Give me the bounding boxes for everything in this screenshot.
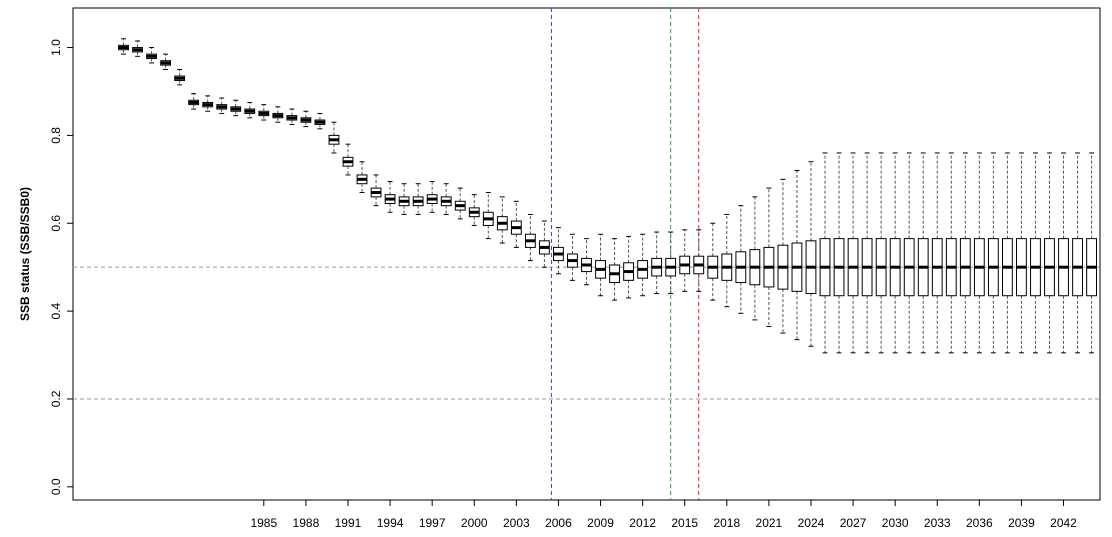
x-tick-label: 1985	[250, 516, 277, 530]
y-axis-label: SSB status (SSB/SSB0)	[18, 187, 32, 321]
x-tick-label: 2033	[924, 516, 951, 530]
x-tick-label: 2024	[798, 516, 825, 530]
x-tick-label: 1988	[293, 516, 320, 530]
plot-frame	[72, 7, 1101, 501]
x-tick-label: 1991	[335, 516, 362, 530]
x-tick-label: 1994	[377, 516, 404, 530]
x-tick-label: 2009	[587, 516, 614, 530]
y-tick-label: 0.6	[49, 215, 63, 232]
x-tick-label: 2021	[756, 516, 783, 530]
x-tick-label: 1997	[419, 516, 446, 530]
y-tick-label: 0.0	[49, 478, 63, 495]
x-tick-label: 2003	[503, 516, 530, 530]
x-tick-label: 2012	[629, 516, 656, 530]
x-tick-label: 2036	[966, 516, 993, 530]
x-tick-label: 2015	[671, 516, 698, 530]
x-tick-label: 2018	[713, 516, 740, 530]
y-tick-label: 0.8	[49, 127, 63, 144]
y-tick-label: 0.4	[49, 302, 63, 319]
y-tick-label: 1.0	[49, 39, 63, 56]
y-tick-label: 0.2	[49, 390, 63, 407]
x-tick-label: 2030	[882, 516, 909, 530]
x-tick-label: 2000	[461, 516, 488, 530]
x-tick-label: 2027	[840, 516, 867, 530]
x-tick-label: 2039	[1008, 516, 1035, 530]
x-tick-label: 2042	[1050, 516, 1077, 530]
x-tick-label: 2006	[545, 516, 572, 530]
